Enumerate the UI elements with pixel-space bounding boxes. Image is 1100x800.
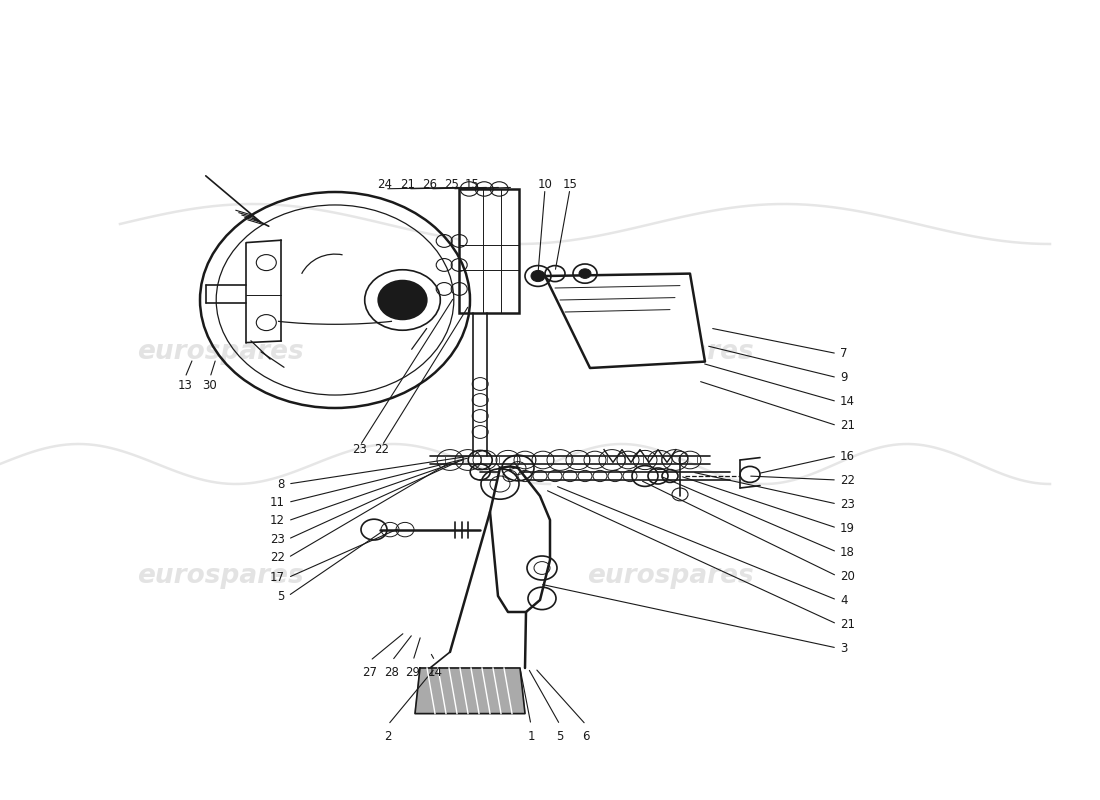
Text: 18: 18: [840, 546, 855, 558]
Text: eurospares: eurospares: [136, 563, 304, 589]
Text: 23: 23: [271, 533, 285, 546]
Text: 15: 15: [464, 178, 480, 190]
Text: 5: 5: [277, 590, 285, 602]
Text: 3: 3: [840, 642, 847, 654]
Text: 22: 22: [270, 551, 285, 564]
Text: 21: 21: [840, 618, 855, 630]
Text: 1: 1: [527, 730, 535, 742]
Text: 22: 22: [374, 443, 389, 456]
Text: 13: 13: [177, 379, 192, 392]
Text: 25: 25: [444, 178, 460, 190]
Text: 17: 17: [270, 571, 285, 584]
Text: 12: 12: [270, 514, 285, 527]
Text: 23: 23: [353, 443, 367, 456]
Text: 11: 11: [270, 496, 285, 509]
Text: 29: 29: [406, 666, 420, 678]
Text: 7: 7: [840, 347, 847, 360]
Circle shape: [378, 281, 427, 319]
Circle shape: [531, 270, 544, 282]
Text: 20: 20: [840, 570, 855, 582]
Text: eurospares: eurospares: [136, 339, 304, 365]
Circle shape: [579, 269, 591, 278]
Bar: [459, 189, 519, 313]
Text: 14: 14: [428, 666, 442, 678]
Text: 26: 26: [422, 178, 438, 190]
Polygon shape: [490, 466, 550, 612]
Polygon shape: [544, 274, 705, 368]
Text: 16: 16: [840, 450, 855, 462]
Text: 19: 19: [840, 522, 855, 534]
Text: 22: 22: [840, 474, 855, 486]
Text: 30: 30: [202, 379, 218, 392]
Text: 10: 10: [538, 178, 552, 190]
Polygon shape: [415, 668, 525, 714]
Text: 24: 24: [377, 178, 393, 190]
Text: eurospares: eurospares: [586, 563, 754, 589]
Text: 21: 21: [840, 419, 855, 432]
Text: 6: 6: [582, 730, 590, 742]
Text: 2: 2: [384, 730, 392, 742]
Text: 8: 8: [277, 478, 285, 490]
Text: 27: 27: [363, 666, 377, 678]
Text: 28: 28: [385, 666, 399, 678]
Text: 23: 23: [840, 498, 855, 510]
Text: 5: 5: [557, 730, 563, 742]
Text: 9: 9: [840, 371, 847, 384]
Text: 14: 14: [840, 395, 855, 408]
Text: 21: 21: [400, 178, 416, 190]
Text: 4: 4: [840, 594, 847, 606]
Text: 15: 15: [562, 178, 578, 190]
Text: eurospares: eurospares: [586, 339, 754, 365]
